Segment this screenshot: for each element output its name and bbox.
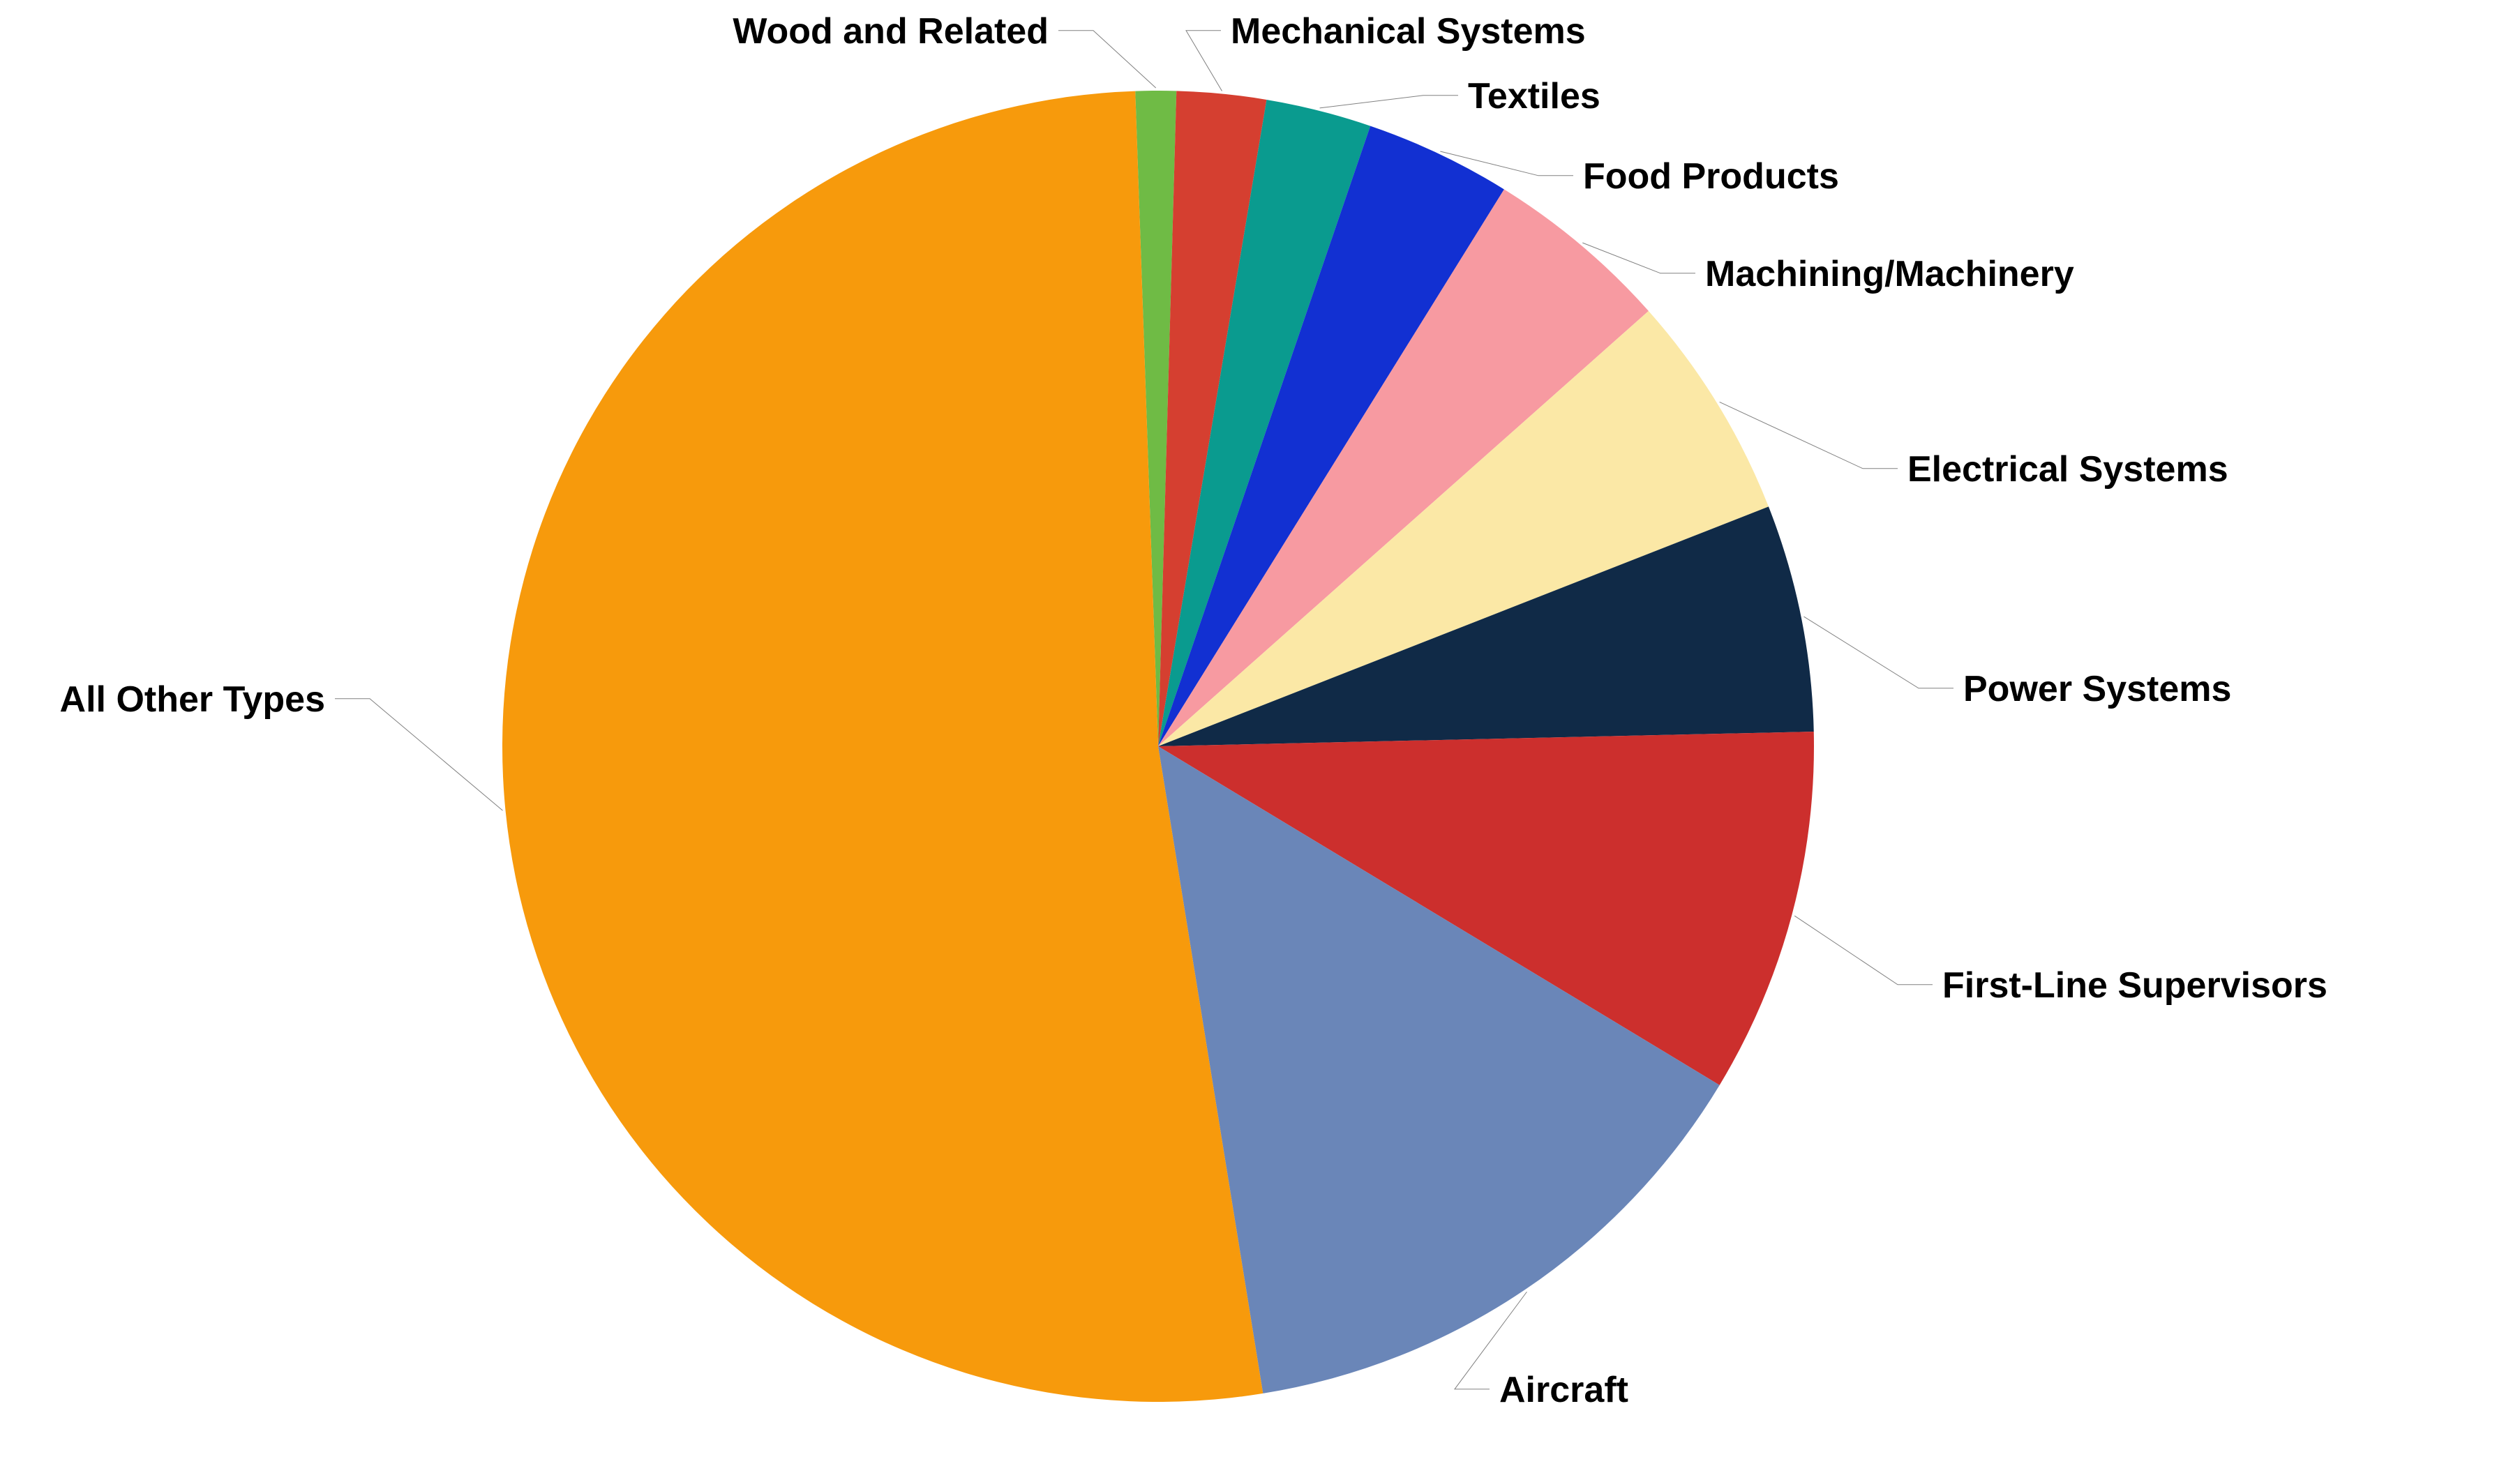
slice-label: All Other Types: [60, 679, 325, 720]
leader-line: [1320, 96, 1458, 108]
leader-line: [1804, 617, 1953, 688]
leader-line: [1058, 31, 1156, 88]
pie-chart-container: Wood and Related Mechanical Systems Textil…: [0, 0, 2520, 1473]
slice-label: Textiles: [1468, 76, 1600, 116]
slice-label: Power Systems: [1963, 669, 2231, 709]
slice-label: Mechanical Systems: [1231, 11, 1586, 52]
slice-label: Electrical Systems: [1907, 449, 2228, 490]
slice-label: First-Line Supervisors: [1942, 965, 2327, 1006]
pie-chart-svg: Wood and Related Mechanical Systems Textil…: [0, 0, 2520, 1473]
slice-label: Aircraft: [1499, 1370, 1628, 1410]
slice-label: Machining/Machinery: [1705, 254, 2074, 294]
slice-label: Wood and Related: [733, 11, 1049, 52]
slice-label: Food Products: [1583, 156, 1839, 197]
leader-line: [335, 699, 503, 810]
leader-line: [1794, 916, 1933, 985]
leader-line: [1186, 31, 1222, 91]
